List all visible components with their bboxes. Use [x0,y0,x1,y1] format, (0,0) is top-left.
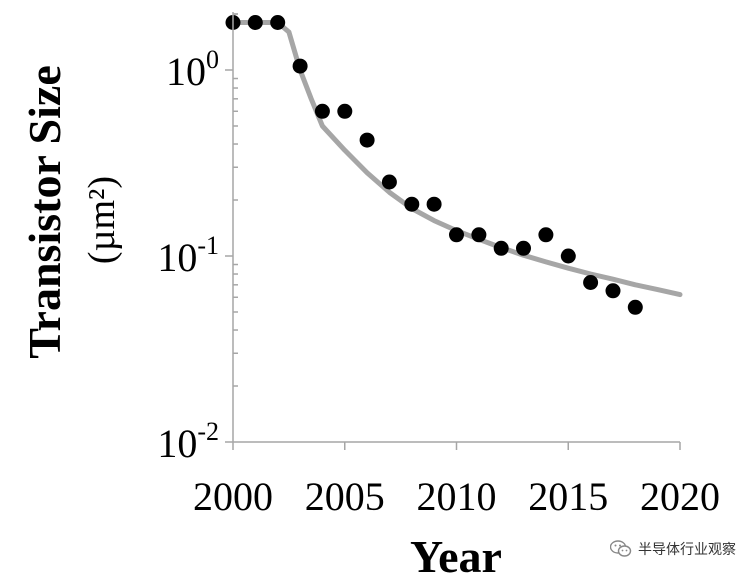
data-point [560,248,576,264]
y-tick-label: 10-2 [157,417,219,466]
data-point [292,58,308,74]
data-point [359,132,375,148]
data-point [270,15,286,30]
data-point [381,174,397,190]
y-axis-label: Transistor Size [19,65,70,358]
data-point [404,196,420,212]
data-point [247,15,263,30]
axis-labels: 100 10-1 10-2 2000 2005 2010 2015 2020 Year Trans… [19,45,720,582]
data-point [583,275,599,290]
x-axis-label: Year [410,531,502,582]
x-tick-label: 2015 [528,474,608,519]
data-point [538,227,554,243]
x-tick-label: 2000 [193,474,273,519]
y-tick-label: 10-1 [157,231,219,280]
data-point [314,103,330,119]
x-tick-label: 2005 [305,474,385,519]
x-tick-label: 2010 [417,474,497,519]
plot-area [225,15,683,315]
data-point [337,103,353,119]
wechat-icon [610,540,632,557]
watermark-text: 半导体行业观察 [638,542,736,558]
trend-line [230,20,683,298]
y-axis-unit-label: (µm²) [81,176,123,264]
x-tick-label: 2020 [640,474,720,519]
axes [225,12,681,450]
data-point [493,240,509,256]
data-point [426,196,442,212]
y-tick-label: 100 [166,45,219,94]
data-point [471,227,487,243]
data-point [516,240,531,256]
watermark: 半导体行业观察 [610,538,736,560]
data-point [627,299,643,315]
data-point [449,227,464,243]
data-point [605,283,621,299]
